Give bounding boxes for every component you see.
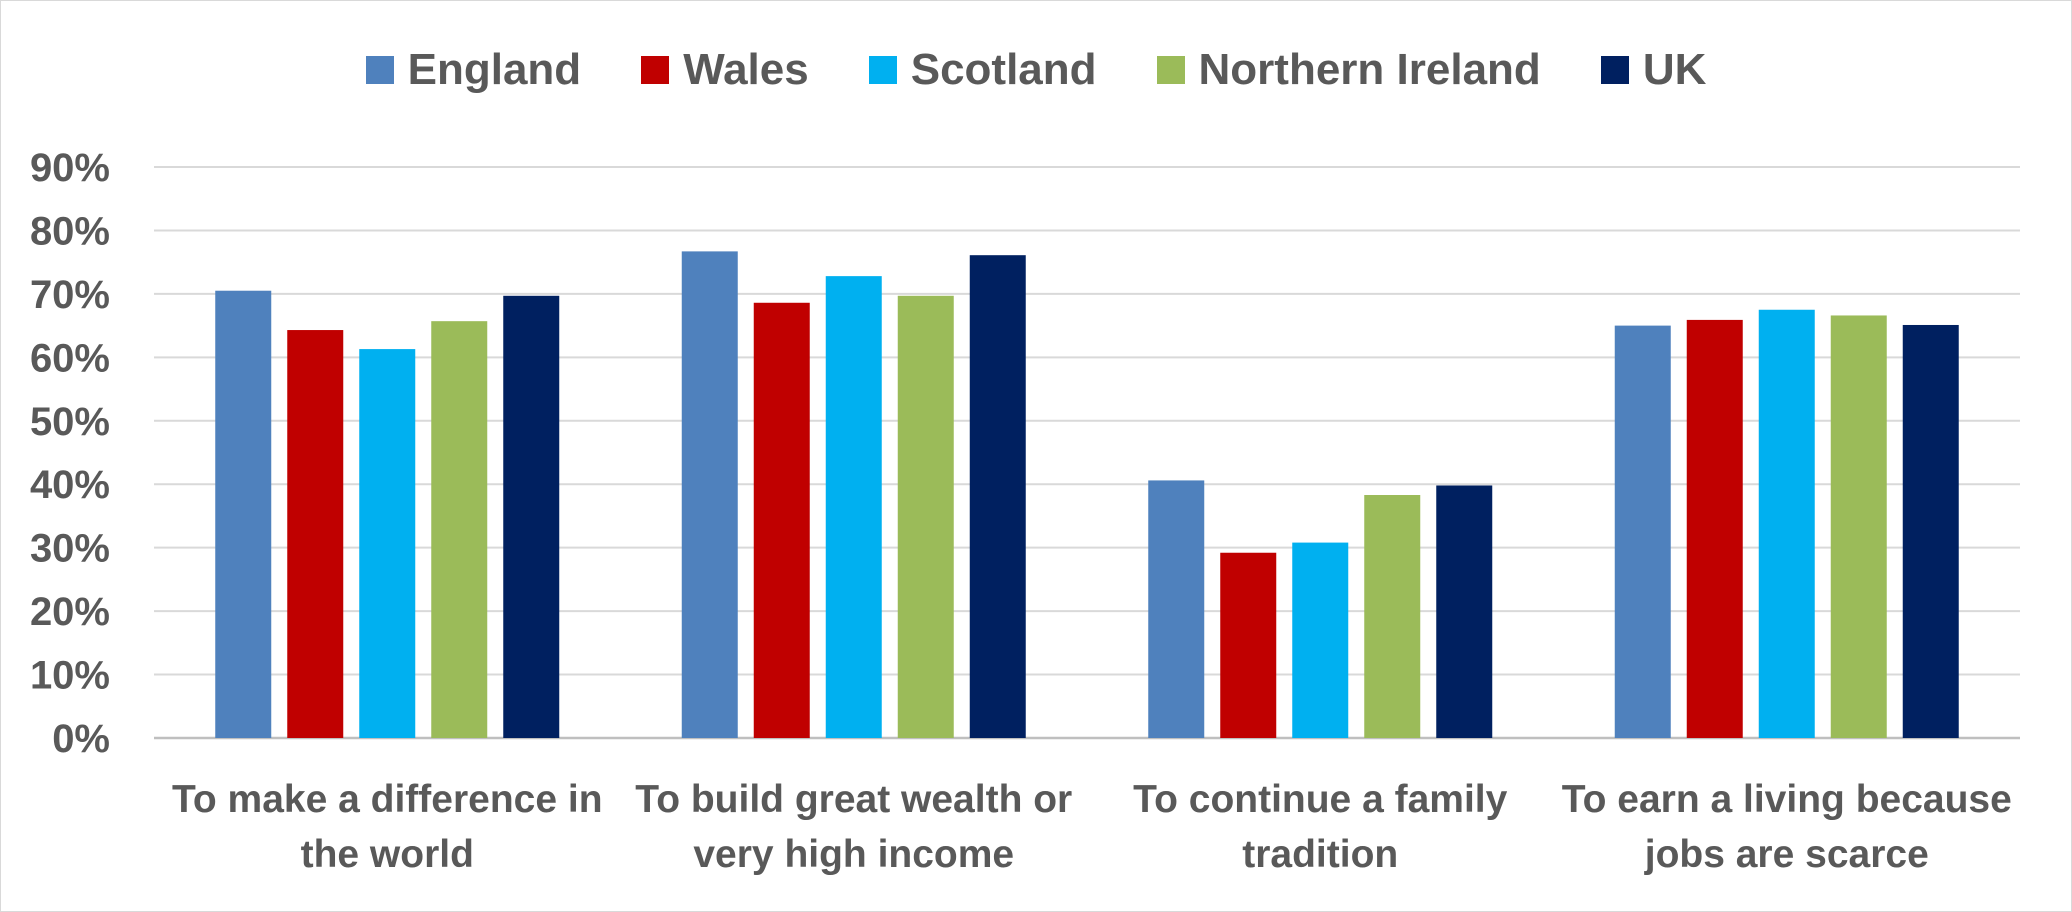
bar-wales-4 (1686, 319, 1743, 738)
bar-scotland-2 (825, 276, 882, 738)
x-axis: To make a difference in the world To build… (172, 778, 2012, 876)
legend-swatch-uk (1600, 56, 1629, 84)
bars (215, 251, 1959, 738)
x-category-label: To build great wealth or (635, 778, 1072, 821)
bar-england-1 (215, 290, 272, 738)
y-tick-label: 70% (30, 273, 110, 317)
y-tick-label: 90% (30, 146, 110, 190)
bar-northern-ireland-4 (1830, 315, 1887, 738)
bar-scotland-4 (1758, 309, 1815, 738)
legend-swatch-scotland (868, 56, 897, 84)
bar-northern-ireland-1 (431, 321, 488, 738)
bar-uk-2 (969, 255, 1026, 738)
y-tick-label: 40% (30, 463, 110, 507)
legend-label-uk: UK (1642, 45, 1707, 94)
bar-uk-1 (503, 295, 560, 738)
legend-swatch-england (365, 56, 394, 84)
bar-uk-3 (1436, 485, 1493, 738)
bar-scotland-3 (1292, 542, 1349, 738)
x-category-label: very high income (693, 833, 1014, 876)
bar-wales-3 (1220, 552, 1277, 738)
x-category-label: To continue a family (1133, 778, 1507, 821)
legend-label-northern-ireland: Northern Ireland (1198, 45, 1541, 94)
x-category-label: tradition (1242, 833, 1398, 876)
bar-england-4 (1614, 325, 1671, 738)
bar-wales-2 (753, 302, 810, 738)
y-tick-label: 80% (30, 209, 110, 253)
bar-uk-4 (1902, 324, 1959, 738)
bar-england-2 (681, 251, 738, 738)
legend: England Wales Scotland Northern Ireland … (0, 40, 2072, 100)
legend-item-wales: Wales (641, 45, 809, 95)
y-tick-label: 60% (30, 336, 110, 380)
legend-label-england: England (407, 45, 582, 94)
x-category-label: jobs are scarce (1644, 833, 1929, 876)
y-tick-label: 20% (30, 590, 110, 634)
legend-item-scotland: Scotland (868, 45, 1097, 95)
legend-swatch-northern-ireland (1156, 56, 1185, 84)
bar-northern-ireland-3 (1364, 495, 1421, 738)
x-category-label: To make a difference in (172, 778, 603, 821)
x-category-label: To earn a living because (1562, 778, 2012, 821)
bar-england-3 (1148, 480, 1205, 738)
bar-wales-1 (287, 330, 344, 738)
y-tick-label: 50% (30, 400, 110, 444)
bar-scotland-1 (359, 349, 416, 738)
legend-item-england: England (365, 45, 582, 95)
legend-item-uk: UK (1600, 45, 1707, 95)
legend-swatch-wales (641, 56, 670, 84)
y-tick-label: 30% (30, 527, 110, 571)
y-tick-label: 0% (52, 717, 110, 761)
legend-item-northern-ireland: Northern Ireland (1156, 45, 1541, 95)
y-axis: 0% 10% 20% 30% 40% 50% 60% 70% 80% 90% (30, 146, 110, 761)
x-category-label: the world (301, 833, 474, 876)
y-tick-label: 10% (30, 654, 110, 698)
bar-northern-ireland-2 (897, 295, 954, 738)
legend-label-wales: Wales (683, 45, 809, 94)
legend-label-scotland: Scotland (910, 45, 1097, 94)
